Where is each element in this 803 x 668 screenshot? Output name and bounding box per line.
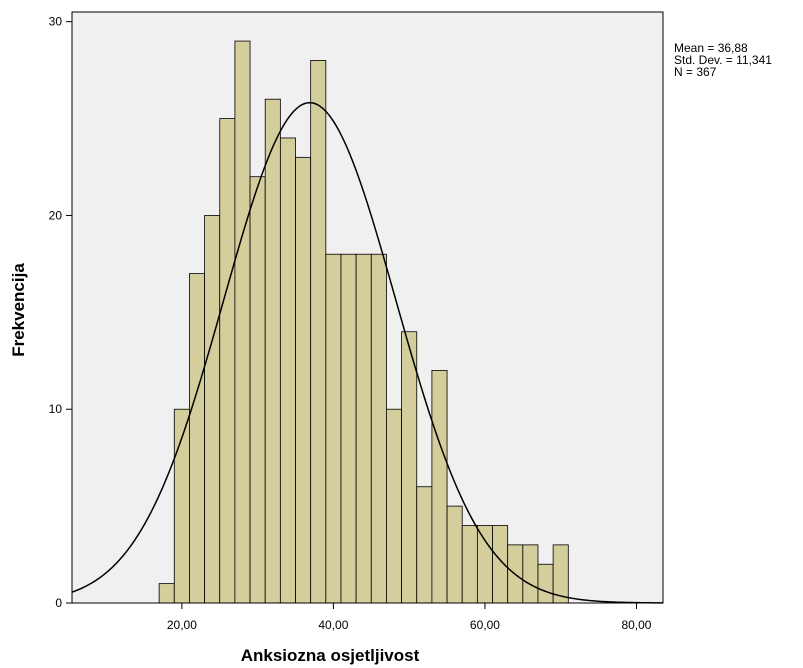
histogram-bar bbox=[340, 253, 357, 604]
histogram-bar bbox=[522, 544, 539, 604]
histogram-bar bbox=[370, 253, 387, 604]
stats-std-dev: Std. Dev. = 11,341 bbox=[674, 53, 772, 67]
stats-box: Mean = 36,88 Std. Dev. = 11,341 N = 367 bbox=[674, 42, 772, 78]
stats-mean: Mean = 36,88 bbox=[674, 41, 748, 55]
histogram-bar bbox=[416, 486, 433, 604]
x-tick-label: 40,00 bbox=[318, 618, 348, 632]
histogram-bar bbox=[386, 408, 402, 604]
x-tick-label: 60,00 bbox=[470, 618, 500, 632]
histogram-bar bbox=[476, 525, 493, 604]
x-axis-label: Anksiozna osjetljivost bbox=[240, 646, 420, 665]
histogram-bar bbox=[295, 156, 312, 604]
y-tick-label: 0 bbox=[55, 596, 62, 610]
normal-curve bbox=[71, 101, 664, 604]
y-tick-label: 20 bbox=[49, 208, 63, 222]
histogram-bar bbox=[537, 563, 554, 604]
histogram-bar bbox=[355, 253, 372, 604]
bars-group bbox=[158, 40, 569, 604]
x-axis: 20,00 40,00 60,00 80,00 bbox=[167, 603, 652, 632]
histogram-bar bbox=[189, 273, 205, 604]
histogram-bar bbox=[234, 40, 251, 604]
histogram-bar bbox=[264, 98, 281, 604]
histogram-bar bbox=[431, 370, 448, 604]
histogram-bar bbox=[219, 118, 236, 604]
histogram-bar bbox=[158, 583, 175, 604]
histogram-bar bbox=[249, 176, 266, 604]
stats-n: N = 367 bbox=[674, 65, 717, 79]
histogram-bar bbox=[461, 525, 478, 604]
x-tick-label: 80,00 bbox=[621, 618, 651, 632]
histogram-bar bbox=[310, 60, 327, 604]
plot-frame bbox=[71, 11, 664, 604]
histogram-bar bbox=[279, 137, 296, 604]
histogram-bar bbox=[204, 215, 221, 604]
histogram-bar bbox=[446, 505, 463, 604]
x-tick-label: 20,00 bbox=[167, 618, 197, 632]
y-axis-label: Frekvencija bbox=[9, 263, 28, 357]
y-tick-label: 10 bbox=[49, 402, 63, 416]
y-axis: 0 10 20 30 bbox=[49, 15, 72, 610]
y-tick-label: 30 bbox=[49, 15, 63, 29]
histogram-bar bbox=[492, 525, 509, 604]
histogram-bar bbox=[401, 331, 418, 604]
histogram-bar bbox=[325, 253, 342, 604]
